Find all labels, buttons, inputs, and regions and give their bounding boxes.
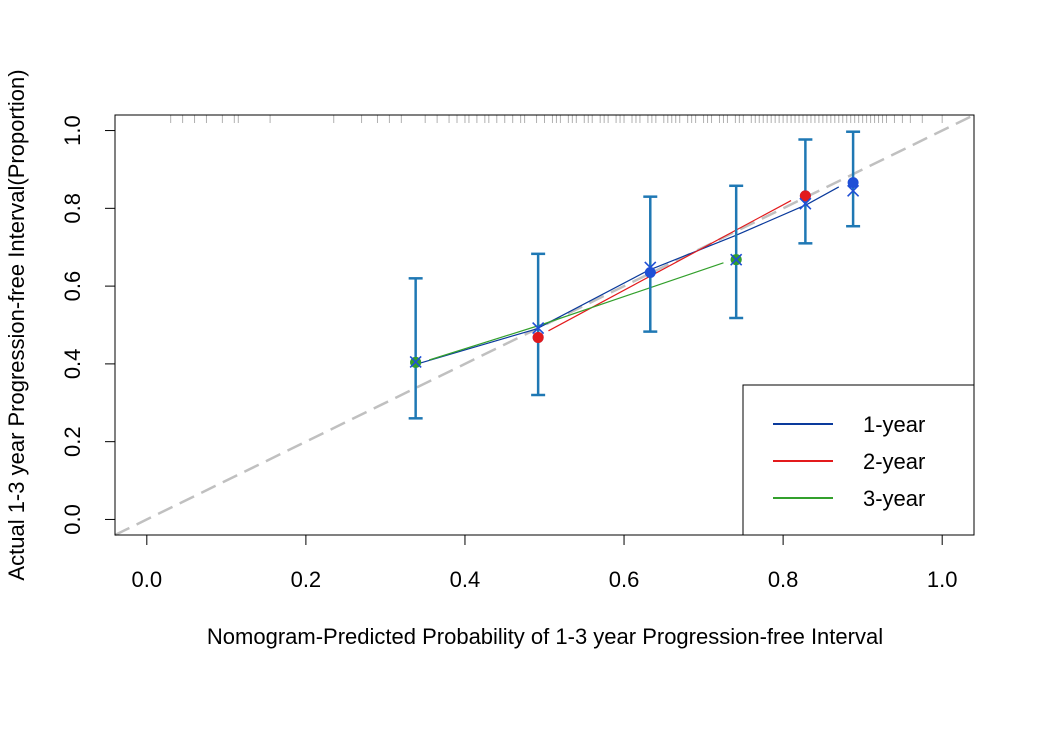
cross-marker-1-year <box>730 253 743 266</box>
cross-marker-1-year <box>409 355 422 369</box>
cross-marker-1-year <box>799 197 812 210</box>
cross-marker-1-year <box>532 322 545 335</box>
legend-label-2-year: 2-year <box>863 449 925 474</box>
ideal-reference-line <box>114 113 975 537</box>
x-tick-label: 0.2 <box>291 567 322 592</box>
x-tick-label: 0.6 <box>609 567 640 592</box>
legend: 1-year 2-year 3-year <box>742 384 975 536</box>
y-tick-label: 0.6 <box>60 271 85 302</box>
series-line-3-year <box>428 262 724 361</box>
point-1-year <box>847 177 859 189</box>
error-bars <box>408 130 861 420</box>
y-tick-label: 0.0 <box>60 504 85 535</box>
rug-marks <box>170 115 943 123</box>
point-2-year <box>799 190 811 202</box>
reference-line-layer <box>114 113 975 537</box>
x-tick-label: 0.4 <box>450 567 481 592</box>
point-2-year <box>532 331 544 343</box>
y-tick-label: 1.0 <box>60 115 85 146</box>
legend-label-3-year: 3-year <box>863 486 925 511</box>
x-tick-label: 0.8 <box>768 567 799 592</box>
y-tick-label: 0.2 <box>60 426 85 457</box>
x-axis: 0.0 0.2 0.4 0.6 0.8 1.0 <box>132 534 958 592</box>
legend-label-1-year: 1-year <box>863 412 925 437</box>
y-tick-label: 0.4 <box>60 349 85 380</box>
point-markers <box>409 177 860 369</box>
y-tick-label: 0.8 <box>60 193 85 224</box>
series-line-1-year <box>417 186 840 365</box>
x-tick-label: 1.0 <box>927 567 958 592</box>
x-tick-label: 0.0 <box>132 567 163 592</box>
x-axis-title: Nomogram-Predicted Probability of 1-3 ye… <box>207 624 883 649</box>
series-layer <box>417 186 840 365</box>
y-axis-title: Actual 1-3 year Progression-free Interva… <box>4 69 29 580</box>
cross-marker-1-year <box>644 261 657 274</box>
y-axis: 0.0 0.2 0.4 0.6 0.8 1.0 <box>60 115 116 535</box>
series-line-2-year <box>548 200 792 332</box>
point-1-year <box>644 267 656 278</box>
cross-marker-1-year <box>847 184 860 197</box>
